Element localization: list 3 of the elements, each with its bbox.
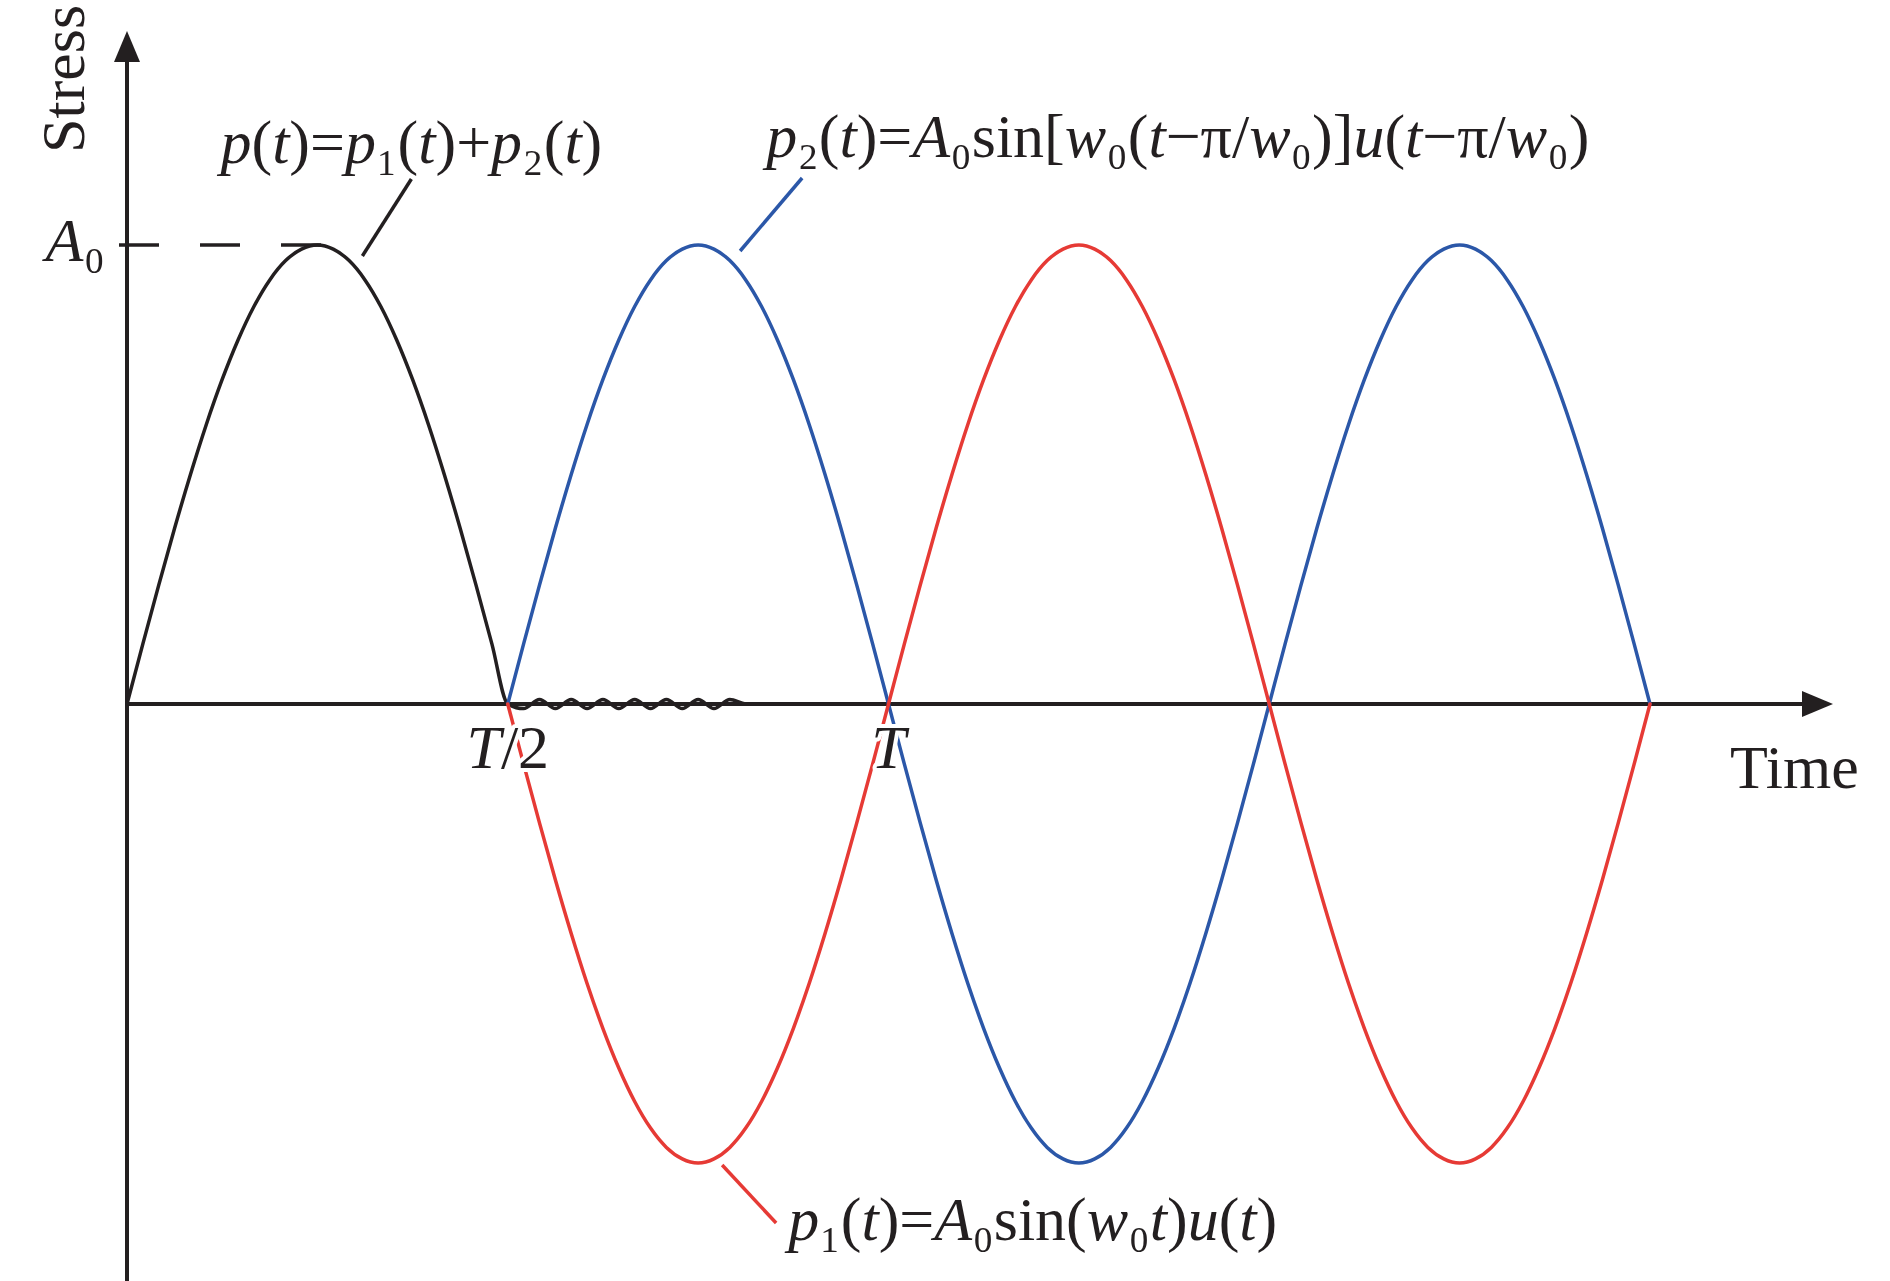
y-axis-title: Stress [29,4,97,154]
ref-line-label: A₀ [41,206,105,274]
x-axis-title: Time [1730,733,1859,801]
